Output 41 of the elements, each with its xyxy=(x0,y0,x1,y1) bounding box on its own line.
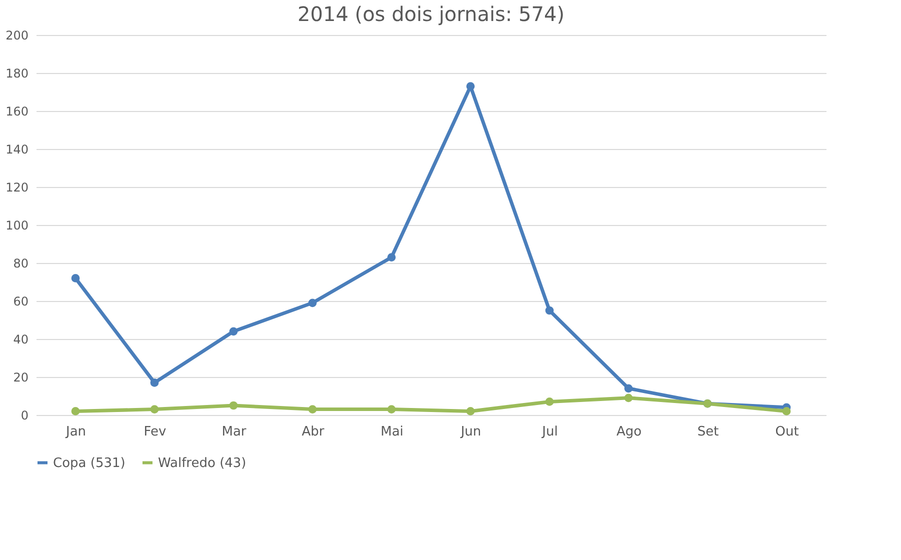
y-tick-label: 120 xyxy=(6,180,28,194)
chart-title: 2014 (os dois jornais: 574) xyxy=(298,2,564,26)
y-tick-label: 40 xyxy=(13,332,28,346)
point xyxy=(466,82,475,90)
x-tick-label: Fev xyxy=(144,424,167,440)
x-tick-label: Jul xyxy=(541,424,558,440)
y-tick-label: 60 xyxy=(13,294,28,308)
x-tick-label: Out xyxy=(775,424,799,440)
x-tick-label: Jun xyxy=(460,424,482,440)
x-tick-label: Set xyxy=(697,424,719,440)
point xyxy=(624,394,633,402)
point xyxy=(387,405,396,414)
y-tick-label: 20 xyxy=(13,370,28,384)
point xyxy=(229,401,238,410)
x-tick-label: Abr xyxy=(302,424,325,440)
x-tick-label: Ago xyxy=(616,424,642,440)
x-tick-label: Mar xyxy=(222,424,247,440)
x-tick-label: Jan xyxy=(64,424,86,440)
point xyxy=(624,384,633,393)
point xyxy=(466,407,475,416)
legend-label: Walfredo (43) xyxy=(158,456,246,471)
point xyxy=(308,298,317,308)
y-tick-label: 200 xyxy=(6,28,28,42)
point xyxy=(545,306,554,315)
y-tick-label: 80 xyxy=(13,256,28,270)
legend-label: Copa (531) xyxy=(53,456,126,471)
y-tick-label: 160 xyxy=(6,104,28,118)
point xyxy=(782,407,791,416)
point xyxy=(71,274,80,282)
y-tick-label: 140 xyxy=(6,142,28,156)
x-tick-label: Mai xyxy=(380,424,404,440)
point xyxy=(150,378,159,387)
y-tick-label: 180 xyxy=(6,66,28,80)
y-tick-label: 0 xyxy=(20,408,28,422)
point xyxy=(71,407,80,416)
point xyxy=(387,253,396,262)
point xyxy=(229,327,238,336)
point xyxy=(545,398,554,406)
y-tick-label: 100 xyxy=(6,218,28,232)
point xyxy=(308,405,317,414)
point xyxy=(150,405,159,414)
